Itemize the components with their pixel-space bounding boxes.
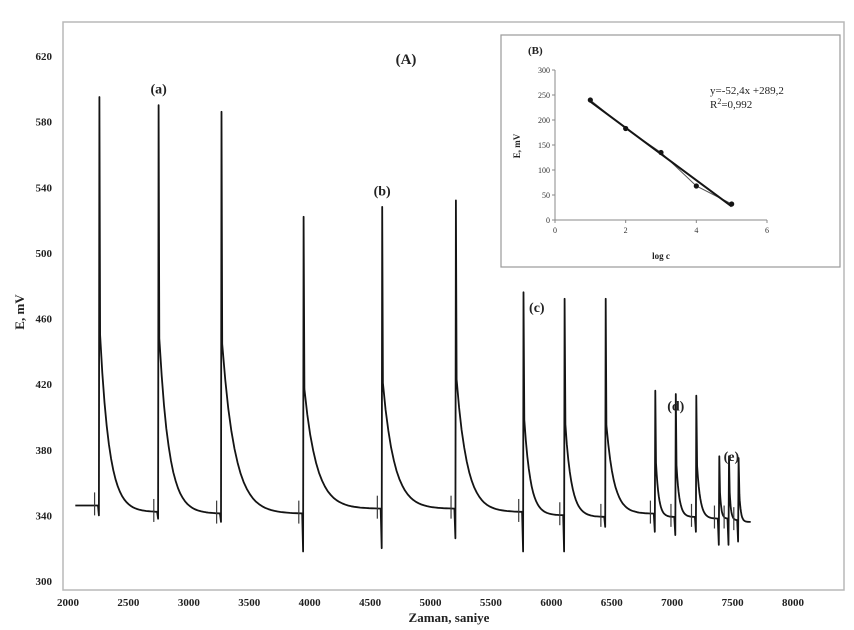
inset-data-point: [658, 149, 664, 156]
main-plot-area: [62, 21, 845, 591]
peak-group-label: (b): [374, 184, 391, 199]
main-y-axis-title: E, mV: [12, 294, 27, 330]
peak-group-label: (e): [724, 450, 740, 465]
potential-trace: [75, 96, 751, 553]
main-x-tick-label: 8000: [782, 597, 805, 609]
inset-x-tick-labels: 0 2 4 6: [553, 220, 769, 235]
main-x-tick-label: 3500: [238, 597, 261, 609]
r-squared-value: =0,992: [721, 99, 752, 111]
r-squared-symbol: R: [710, 99, 718, 111]
main-x-tick-label: 4000: [299, 597, 322, 609]
injection-glitches: [93, 492, 735, 531]
main-y-tick-label: 420: [36, 379, 53, 391]
inset-points: [587, 97, 735, 207]
main-x-tick-label: 7500: [722, 597, 745, 609]
peak-group-label: (a): [150, 83, 167, 98]
main-y-tick-label: 300: [36, 576, 53, 588]
main-x-tick-label: 6500: [601, 597, 624, 609]
inset-y-axis-title: E, mV: [512, 133, 522, 158]
main-y-tick-label: 460: [36, 314, 53, 326]
main-y-tick-label: 380: [36, 445, 53, 457]
peak-group-label: (c): [529, 301, 545, 316]
main-x-tick-label: 5000: [420, 597, 443, 609]
r-squared: R2=0,992: [710, 97, 752, 111]
inset-data-point: [729, 201, 735, 207]
inset-x-tick-label: 6: [765, 226, 769, 235]
main-y-tick-label: 620: [36, 51, 53, 63]
main-x-tick-label: 5500: [480, 597, 503, 609]
inset-x-axis-title: log c: [652, 251, 670, 261]
inset-y-tick-label: 100: [538, 166, 550, 175]
inset-y-tick-label: 250: [538, 91, 550, 100]
inset-data-point: [693, 183, 699, 189]
inset-data-point: [623, 125, 629, 132]
peak-group-labels: (a) (b) (c) (d) (e): [150, 83, 739, 466]
main-y-tick-label: 340: [36, 510, 53, 522]
peak-group-label: (d): [667, 399, 684, 414]
inset-frame: [500, 34, 841, 268]
main-y-tick-labels: 300 340 380 420 460 500 540 580 620: [36, 51, 53, 588]
inset-y-tick-label: 0: [546, 216, 550, 225]
main-panel-label: (A): [396, 52, 417, 68]
main-x-tick-label: 7000: [661, 597, 684, 609]
main-x-tick-label: 3000: [178, 597, 201, 609]
inset-y-tick-label: 300: [538, 66, 550, 75]
main-x-tick-label: 2500: [117, 597, 140, 609]
inset-x-tick-label: 4: [694, 226, 698, 235]
main-x-tick-labels: 2000 2500 3000 3500 4000 4500 5000 5500 6000 6500…: [57, 597, 805, 609]
inset-y-tick-label: 200: [538, 116, 550, 125]
inset-x-tick-label: 0: [553, 226, 557, 235]
main-x-axis-title: Zaman, saniye: [409, 610, 490, 625]
inset-x-tick-label: 2: [624, 226, 628, 235]
main-x-tick-label: 4500: [359, 597, 382, 609]
inset-panel-label: (B): [528, 45, 543, 57]
fit-equation: y=-52,4x +289,2: [710, 85, 784, 97]
inset-y-tick-label: 50: [542, 191, 550, 200]
r-squared-exponent: 2: [717, 97, 721, 106]
main-y-tick-label: 580: [36, 117, 53, 129]
main-y-tick-label: 500: [36, 248, 53, 260]
inset-data-point: [587, 97, 593, 103]
main-x-tick-label: 6000: [540, 597, 563, 609]
main-x-tick-label: 2000: [57, 597, 80, 609]
main-y-tick-label: 540: [36, 182, 53, 194]
inset-y-tick-label: 150: [538, 141, 550, 150]
